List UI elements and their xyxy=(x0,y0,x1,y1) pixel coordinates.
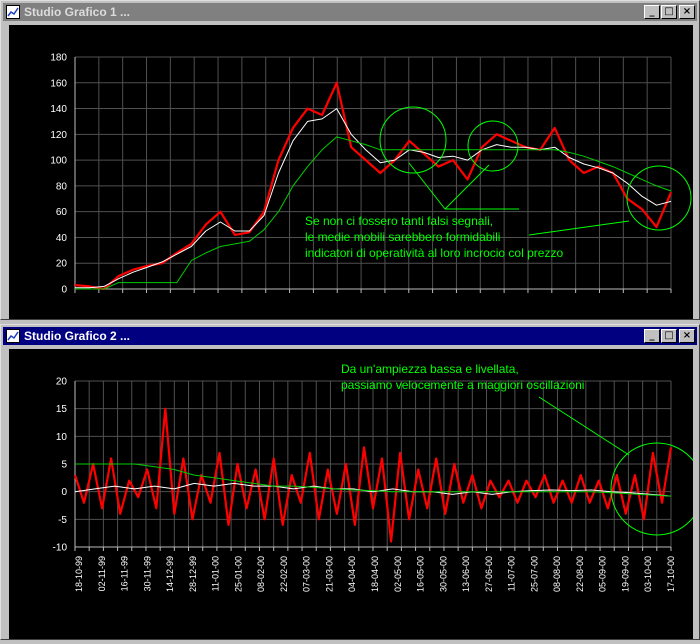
pointer-line xyxy=(538,396,630,456)
chart-2-plot: -10 -5 0 5 10 15 20 18-10-99 02-11-99 16-11-99 30-… xyxy=(9,349,700,639)
y-tick-label: 15 xyxy=(56,404,68,415)
x-tick-label: 16-05-00 xyxy=(416,556,426,592)
annotation-text: Da un'ampiezza bassa e livellata, xyxy=(341,362,519,376)
chart-app-icon xyxy=(6,329,20,343)
annotation-text: passiamo velocemente a maggiori oscillaz… xyxy=(341,378,584,392)
x-tick-label: 22-08-00 xyxy=(575,556,585,592)
y-tick-label: 20 xyxy=(56,377,68,388)
close-button[interactable]: × xyxy=(679,329,695,343)
y-tick-label: -5 xyxy=(58,515,67,526)
x-tick-label: 08-02-00 xyxy=(256,556,266,592)
x-tick-label: 18-04-00 xyxy=(370,556,380,592)
window-1-title: Studio Grafico 1 ... xyxy=(24,5,131,19)
chart-1-svg: 0 20 40 60 80 100 120 140 160 180 Se non ci fosser… xyxy=(50,53,692,296)
y-tick-label: 0 xyxy=(61,487,67,498)
pointer-line xyxy=(408,162,446,210)
x-tick-label: 16-11-99 xyxy=(120,556,130,591)
y-tick-label: 60 xyxy=(56,207,68,218)
y-tick-label: 40 xyxy=(56,233,68,244)
y-tick-label: 10 xyxy=(56,432,68,443)
highlight-circle xyxy=(379,106,447,174)
x-tick-label: 11-07-00 xyxy=(507,556,517,591)
pointer-line xyxy=(444,164,490,210)
pointer-line xyxy=(528,220,630,236)
minimize-button[interactable]: _ xyxy=(644,5,660,19)
price-line xyxy=(73,407,673,543)
annotation-text: le medie mobili sarebbero formidabili xyxy=(305,230,500,244)
y-tick-label: 140 xyxy=(50,104,67,115)
x-tick-label: 28-12-99 xyxy=(188,556,198,592)
x-tick-label: 17-10-00 xyxy=(666,556,676,592)
y-tick-label: 80 xyxy=(56,181,68,192)
short-moving-average-line xyxy=(74,482,672,497)
x-tick-label: 14-12-99 xyxy=(165,556,175,592)
price-line xyxy=(74,81,673,291)
x-tick-label: 03-10-00 xyxy=(643,556,653,592)
x-tick-label: 30-11-99 xyxy=(142,556,152,591)
x-tick-label: 04-04-00 xyxy=(347,556,357,592)
highlight-circle xyxy=(610,442,700,536)
y-tick-label: 0 xyxy=(61,285,67,296)
x-tick-label: 19-09-00 xyxy=(620,556,630,592)
y-tick-label: 5 xyxy=(61,460,67,471)
x-tick-label: 22-02-00 xyxy=(279,556,289,592)
chart-1-plot: 0 20 40 60 80 100 120 140 160 180 Se non ci fosser… xyxy=(9,25,693,319)
x-tick-label: 25-01-00 xyxy=(233,556,243,592)
window-2-title: Studio Grafico 2 ... xyxy=(24,329,131,343)
y-tick-label: 20 xyxy=(56,259,68,270)
x-tick-label: 05-09-00 xyxy=(598,556,608,592)
chart-app-icon xyxy=(6,5,20,19)
highlight-circle xyxy=(467,120,519,172)
long-moving-average-line xyxy=(75,136,672,290)
x-tick-label: 25-07-00 xyxy=(529,556,539,592)
long-moving-average-line xyxy=(75,463,672,497)
x-tick-label: 30-05-00 xyxy=(438,556,448,592)
window-1-titlebar[interactable]: Studio Grafico 1 ... _ □ × xyxy=(3,3,697,21)
x-tick-label: 11-01-00 xyxy=(211,556,221,591)
x-tick-label: 18-10-99 xyxy=(74,556,84,592)
x-tick-label: 02-11-99 xyxy=(97,556,107,591)
y-tick-label: 120 xyxy=(50,130,67,141)
short-moving-average-line xyxy=(75,108,672,289)
annotation-text: Se non ci fossero tanti falsi segnali, xyxy=(305,214,493,228)
y-tick-label: 100 xyxy=(50,156,67,167)
chart-window-1: Studio Grafico 1 ... _ □ × 0 20 40 60 80 100 1… xyxy=(0,0,700,320)
x-tick-label: 08-08-00 xyxy=(552,556,562,592)
y-tick-label: 180 xyxy=(50,53,67,64)
x-tick-label: 07-03-00 xyxy=(302,556,312,592)
annotation-text: indicatori di operatività al loro incroc… xyxy=(305,246,563,260)
highlight-circle xyxy=(626,165,692,231)
minimize-button[interactable]: _ xyxy=(644,329,660,343)
maximize-button[interactable]: □ xyxy=(661,5,677,19)
x-tick-label: 13-06-00 xyxy=(461,556,471,592)
x-tick-label: 02-05-00 xyxy=(393,556,403,592)
chart-window-2: Studio Grafico 2 ... _ □ × -10 -5 0 5 10 15 20… xyxy=(0,324,700,640)
x-tick-label: 21-03-00 xyxy=(324,556,334,592)
y-tick-label: 160 xyxy=(50,78,67,89)
y-tick-label: -10 xyxy=(53,543,68,554)
x-tick-label: 27-06-00 xyxy=(484,556,494,592)
close-button[interactable]: × xyxy=(679,5,695,19)
window-2-titlebar[interactable]: Studio Grafico 2 ... _ □ × xyxy=(3,327,697,345)
chart-2-svg: -10 -5 0 5 10 15 20 18-10-99 02-11-99 16-11-99 30-… xyxy=(53,362,700,592)
maximize-button[interactable]: □ xyxy=(661,329,677,343)
